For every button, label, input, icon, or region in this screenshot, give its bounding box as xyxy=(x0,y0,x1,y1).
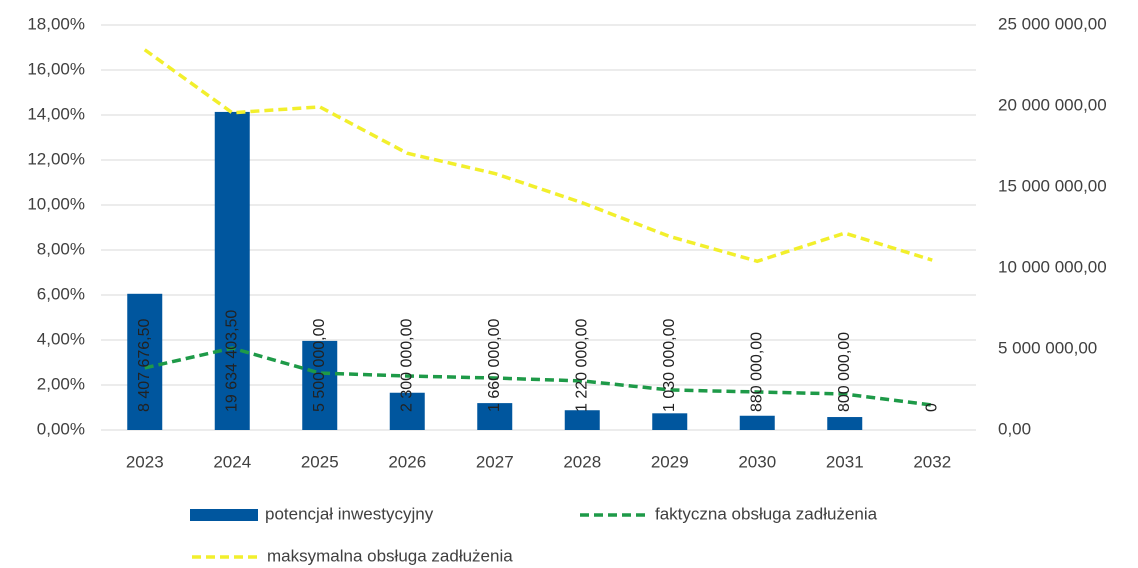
y2-tick-label: 5 000 000,00 xyxy=(998,338,1097,357)
bar xyxy=(302,340,338,430)
bar xyxy=(652,413,688,430)
x-tick-label: 2025 xyxy=(301,452,339,471)
bar xyxy=(827,417,863,430)
line xyxy=(144,346,933,407)
y-tick-label: 0,00% xyxy=(37,419,85,438)
value-label: 880 000,00 xyxy=(748,332,765,412)
y2-tick-label: 15 000 000,00 xyxy=(998,176,1107,195)
y-tick-label: 16,00% xyxy=(27,59,85,78)
x-tick-label: 2029 xyxy=(651,452,689,471)
line xyxy=(143,48,933,264)
value-label: 19 634 403,50 xyxy=(223,310,240,412)
legend-label: maksymalna obsługa zadłużenia xyxy=(267,546,513,565)
x-tick-label: 2032 xyxy=(913,452,951,471)
value-label: 5 500 000,00 xyxy=(311,318,328,412)
y-tick-label: 18,00% xyxy=(27,14,85,33)
y-tick-label: 12,00% xyxy=(27,149,85,168)
y-tick-label: 10,00% xyxy=(27,194,85,213)
y-tick-label: 4,00% xyxy=(37,329,85,348)
y-tick-label: 6,00% xyxy=(37,284,85,303)
value-label: 800 000,00 xyxy=(836,332,853,412)
value-label: 1 030 000,00 xyxy=(661,318,678,412)
x-tick-label: 2023 xyxy=(126,452,164,471)
x-tick-label: 2027 xyxy=(476,452,514,471)
x-tick-label: 2030 xyxy=(738,452,776,471)
value-label: 2 300 000,00 xyxy=(398,318,415,412)
y-tick-label: 2,00% xyxy=(37,374,85,393)
x-tick-label: 2024 xyxy=(213,452,251,471)
y2-tick-label: 25 000 000,00 xyxy=(998,14,1107,33)
legend-label: potencjał inwestycyjny xyxy=(265,504,434,523)
y-tick-label: 8,00% xyxy=(37,239,85,258)
value-label: 1 220 000,00 xyxy=(573,318,590,412)
value-label: 1 660 000,00 xyxy=(486,318,503,412)
x-tick-label: 2028 xyxy=(563,452,601,471)
bar xyxy=(564,410,600,430)
value-label: 0 xyxy=(923,403,940,412)
bar xyxy=(214,111,250,430)
legend-label: faktyczna obsługa zadłużenia xyxy=(655,504,878,523)
bar xyxy=(739,415,775,430)
legend-swatch xyxy=(190,509,258,521)
x-tick-label: 2031 xyxy=(826,452,864,471)
y2-tick-label: 20 000 000,00 xyxy=(998,95,1107,114)
y-tick-label: 14,00% xyxy=(27,104,85,123)
y2-tick-label: 0,00 xyxy=(998,419,1031,438)
bar xyxy=(389,392,425,430)
x-tick-label: 2026 xyxy=(388,452,426,471)
y2-tick-label: 10 000 000,00 xyxy=(998,257,1107,276)
bar xyxy=(477,403,513,430)
value-label: 8 407 676,50 xyxy=(136,318,153,412)
bar xyxy=(127,293,163,430)
